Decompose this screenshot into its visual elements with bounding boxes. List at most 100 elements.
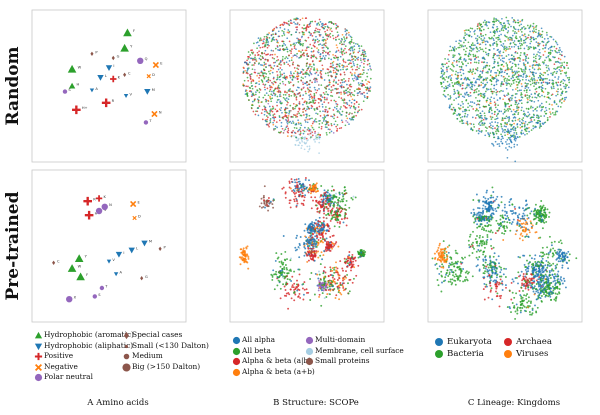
cloud-point bbox=[336, 35, 339, 38]
cloud-point bbox=[341, 267, 344, 270]
cloud-point bbox=[506, 94, 508, 97]
cloud-point bbox=[310, 107, 313, 110]
cloud-point bbox=[563, 100, 565, 102]
cloud-point bbox=[488, 108, 491, 110]
cloud-point bbox=[524, 70, 526, 73]
cloud-point bbox=[338, 298, 341, 301]
cloud-point bbox=[294, 135, 297, 138]
cloud-point bbox=[322, 36, 324, 39]
cloud-point bbox=[338, 127, 341, 130]
cloud-point bbox=[249, 74, 251, 76]
cloud-point bbox=[500, 110, 503, 113]
cloud-point bbox=[301, 140, 304, 143]
cloud-point bbox=[272, 206, 275, 209]
cloud-point bbox=[515, 111, 517, 113]
cloud-point bbox=[304, 75, 307, 78]
cloud-point bbox=[323, 44, 325, 46]
cloud-point bbox=[338, 65, 341, 68]
cloud-point bbox=[337, 56, 340, 59]
cloud-point bbox=[324, 288, 327, 291]
cloud-point bbox=[269, 118, 272, 120]
cloud-point bbox=[339, 260, 342, 263]
cloud-point bbox=[277, 30, 280, 33]
cloud-point bbox=[483, 92, 486, 95]
cloud-point bbox=[532, 71, 535, 74]
cloud-point bbox=[289, 71, 292, 73]
cloud-point bbox=[341, 79, 344, 81]
cloud-point bbox=[276, 126, 278, 129]
cloud-point bbox=[296, 115, 299, 118]
cloud-point bbox=[269, 79, 272, 82]
amino-point bbox=[74, 254, 84, 263]
cloud-point bbox=[245, 89, 248, 92]
cloud-point bbox=[565, 64, 568, 67]
cloud-point bbox=[336, 103, 339, 106]
cloud-point bbox=[329, 81, 331, 84]
cloud-point bbox=[446, 68, 448, 71]
cloud-point bbox=[287, 115, 290, 117]
cloud-point bbox=[261, 57, 264, 59]
cloud-point bbox=[281, 111, 283, 114]
cloud-point bbox=[310, 33, 312, 36]
cloud-point bbox=[550, 86, 553, 88]
amino-point bbox=[95, 195, 103, 202]
cloud-point bbox=[519, 60, 521, 62]
cloud-point bbox=[529, 117, 532, 120]
amino-point bbox=[146, 74, 151, 79]
cloud-point bbox=[314, 101, 317, 104]
cloud-point bbox=[549, 51, 552, 54]
cloud-point bbox=[325, 42, 327, 44]
cloud-point bbox=[491, 127, 494, 130]
cloud-point bbox=[335, 75, 337, 78]
cloud-point bbox=[506, 78, 509, 80]
cloud-point bbox=[499, 59, 502, 61]
cloud-point bbox=[292, 63, 294, 66]
cloud-point bbox=[277, 98, 280, 101]
cloud-point bbox=[516, 84, 519, 86]
cloud-point bbox=[305, 240, 308, 243]
cloud-point bbox=[305, 142, 308, 144]
cloud-point bbox=[537, 68, 540, 71]
cloud-point bbox=[336, 285, 339, 288]
cloud-point bbox=[337, 25, 339, 28]
cloud-point bbox=[322, 220, 325, 223]
cloud-point bbox=[317, 132, 320, 134]
cloud-point bbox=[513, 27, 516, 30]
cloud-point bbox=[255, 82, 258, 84]
cloud-point bbox=[319, 254, 322, 257]
cloud-point bbox=[325, 224, 328, 227]
cloud-point bbox=[478, 93, 480, 96]
cloud-point bbox=[302, 283, 305, 285]
cloud-point bbox=[515, 137, 518, 140]
cloud-point bbox=[315, 224, 318, 226]
cloud-point bbox=[277, 91, 280, 93]
cloud-point bbox=[364, 96, 366, 99]
cloud-point bbox=[324, 23, 327, 25]
cloud-point bbox=[272, 92, 275, 94]
cloud-point bbox=[290, 56, 293, 59]
cloud-point bbox=[521, 129, 523, 132]
cloud-point bbox=[307, 231, 310, 234]
cloud-point bbox=[523, 69, 525, 71]
cloud-point bbox=[471, 116, 474, 119]
cloud-point bbox=[341, 198, 343, 201]
cloud-point bbox=[315, 251, 318, 254]
cloud-point bbox=[525, 130, 528, 133]
cloud-point bbox=[340, 93, 342, 95]
cloud-point bbox=[242, 247, 245, 250]
cloud-point bbox=[359, 72, 362, 75]
cloud-point bbox=[263, 52, 266, 55]
cloud-point bbox=[503, 80, 506, 82]
cloud-point bbox=[270, 34, 273, 37]
cloud-point bbox=[484, 51, 487, 54]
cloud-point bbox=[545, 31, 548, 34]
cloud-point bbox=[479, 70, 482, 73]
cloud-point bbox=[358, 109, 361, 112]
cloud-point bbox=[356, 76, 358, 78]
cloud-point bbox=[284, 44, 287, 46]
cloud-point bbox=[489, 31, 492, 34]
amino-point-label: T bbox=[104, 285, 108, 289]
cloud-point bbox=[465, 59, 467, 61]
cloud-point bbox=[263, 202, 266, 205]
cloud-point bbox=[462, 82, 465, 84]
